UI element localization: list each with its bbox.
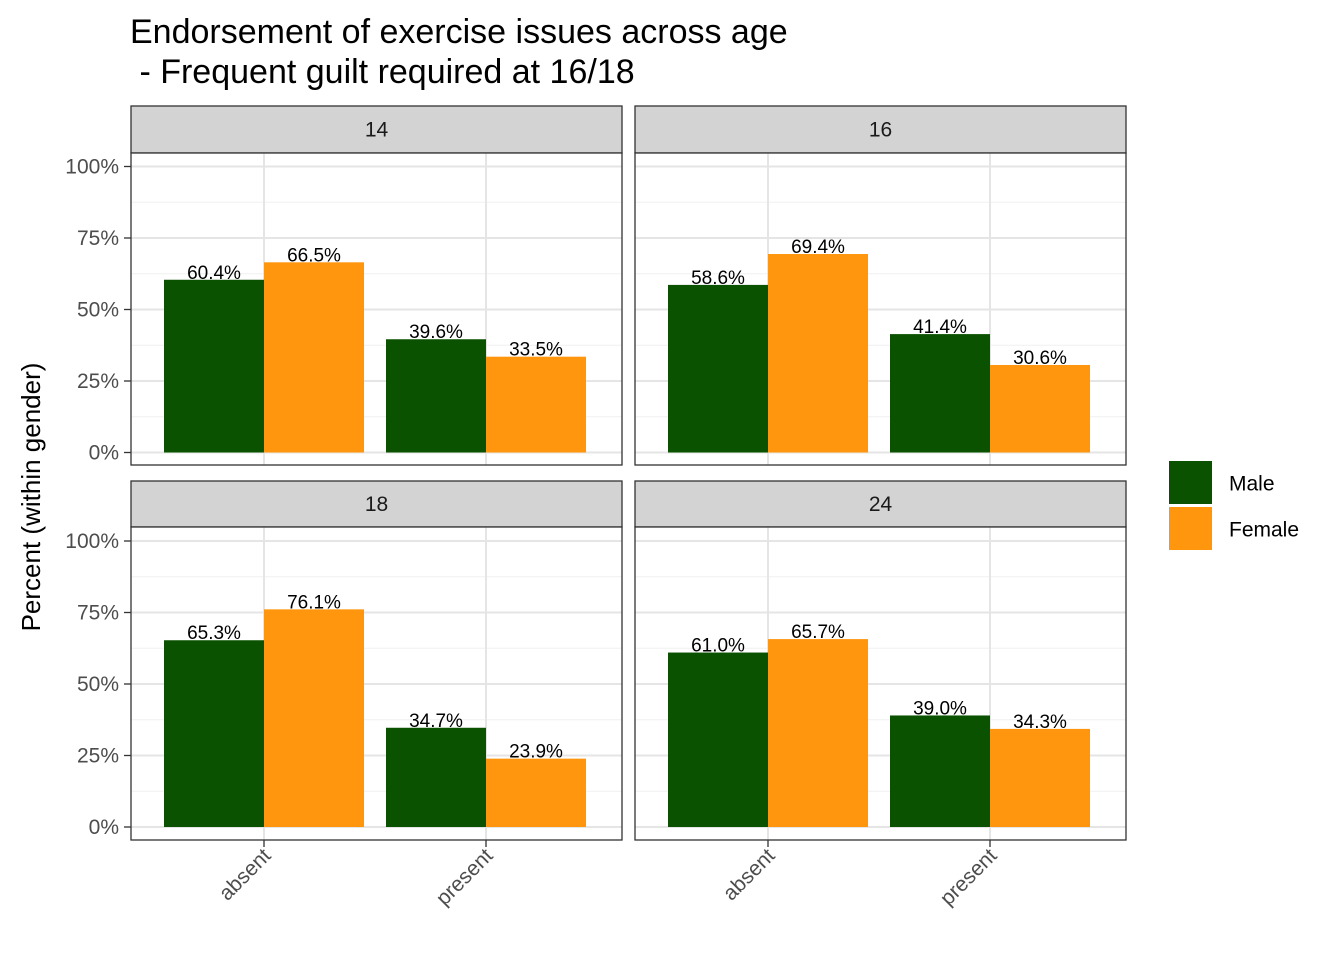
y-tick-label: 0% bbox=[89, 816, 119, 839]
facet-strip-label: 24 bbox=[869, 493, 893, 516]
data-label: 23.9% bbox=[509, 742, 563, 763]
y-tick-label: 100% bbox=[65, 530, 119, 553]
y-tick-label: 75% bbox=[77, 602, 119, 625]
y-tick-label: 0% bbox=[89, 442, 119, 465]
bar-female-absent bbox=[768, 254, 868, 453]
y-tick-label: 25% bbox=[77, 745, 119, 768]
data-label: 66.5% bbox=[287, 245, 341, 266]
panel-border bbox=[634, 152, 1127, 466]
facet-panel-14: 14 60.4% 39.6% 66.5% 33.5% 0% 25% 50% 75% 100% bbox=[65, 105, 623, 466]
legend-label-male: Male bbox=[1229, 473, 1275, 496]
legend: Male Female bbox=[1169, 461, 1299, 550]
x-tick-label: present bbox=[432, 844, 498, 910]
x-tick-label: absent bbox=[215, 844, 276, 905]
y-tick-label: 100% bbox=[65, 156, 119, 179]
data-label: 65.7% bbox=[791, 622, 845, 643]
facet-strip-bg bbox=[634, 480, 1127, 528]
data-label: 41.4% bbox=[913, 317, 967, 338]
bar-male-absent bbox=[164, 279, 264, 453]
data-label: 76.1% bbox=[287, 592, 341, 613]
y-tick-label: 25% bbox=[77, 370, 119, 393]
data-label: 58.6% bbox=[691, 268, 745, 289]
y-tick-label: 75% bbox=[77, 227, 119, 250]
data-label: 39.6% bbox=[409, 322, 463, 343]
data-label: 69.4% bbox=[791, 237, 845, 258]
bar-female-absent bbox=[264, 609, 364, 827]
facet-strip-label: 14 bbox=[365, 119, 389, 142]
data-label: 30.6% bbox=[1013, 348, 1067, 369]
bar-male-present bbox=[890, 715, 990, 827]
x-tick-label: present bbox=[936, 844, 1002, 910]
bar-female-present bbox=[486, 758, 586, 827]
facet-panel-24: 24 61.0% 39.0% 65.7% 34.3% absent present bbox=[634, 480, 1127, 910]
data-label: 34.7% bbox=[409, 711, 463, 732]
y-tick-label: 50% bbox=[77, 673, 119, 696]
facet-strip-label: 16 bbox=[869, 119, 892, 142]
facet-strip-label: 18 bbox=[365, 493, 388, 516]
bar-female-present bbox=[486, 356, 586, 453]
data-label: 60.4% bbox=[187, 263, 241, 284]
facet-panel-18: 18 65.3% 34.7% 76.1% 23.9% 0% 25% 50% 75% 100% abs… bbox=[65, 480, 623, 910]
facet-panel-16: 16 58.6% 41.4% 69.4% 30.6% bbox=[634, 105, 1127, 466]
data-label: 34.3% bbox=[1013, 712, 1067, 733]
panel-border bbox=[634, 526, 1127, 841]
bar-male-absent bbox=[668, 284, 768, 453]
facet-strip-bg bbox=[130, 105, 623, 154]
bar-male-present bbox=[386, 727, 486, 827]
x-tick-label: absent bbox=[719, 844, 780, 905]
bar-female-absent bbox=[768, 639, 868, 827]
bar-male-absent bbox=[668, 652, 768, 827]
data-label: 33.5% bbox=[509, 340, 563, 361]
legend-key-male bbox=[1169, 461, 1212, 504]
y-axis-title: Percent (within gender) bbox=[16, 363, 46, 632]
bar-female-present bbox=[990, 728, 1090, 827]
data-label: 61.0% bbox=[691, 636, 745, 657]
data-label: 65.3% bbox=[187, 623, 241, 644]
bar-female-absent bbox=[264, 262, 364, 453]
data-label: 39.0% bbox=[913, 698, 967, 719]
y-tick-label: 50% bbox=[77, 299, 119, 322]
bar-female-present bbox=[990, 364, 1090, 453]
bar-male-absent bbox=[164, 640, 264, 827]
bar-male-present bbox=[386, 339, 486, 453]
legend-key-female bbox=[1169, 507, 1212, 550]
facets-layer: 14 60.4% 39.6% 66.5% 33.5% 0% 25% 50% 75% 100% 16 5… bbox=[65, 105, 1127, 910]
legend-label-female: Female bbox=[1229, 519, 1299, 542]
chart-title-line-1: Endorsement of exercise issues across ag… bbox=[130, 13, 788, 51]
chart-title-line-2: - Frequent guilt required at 16/18 bbox=[130, 53, 635, 91]
facet-strip-bg bbox=[130, 480, 623, 528]
bar-male-present bbox=[890, 334, 990, 453]
